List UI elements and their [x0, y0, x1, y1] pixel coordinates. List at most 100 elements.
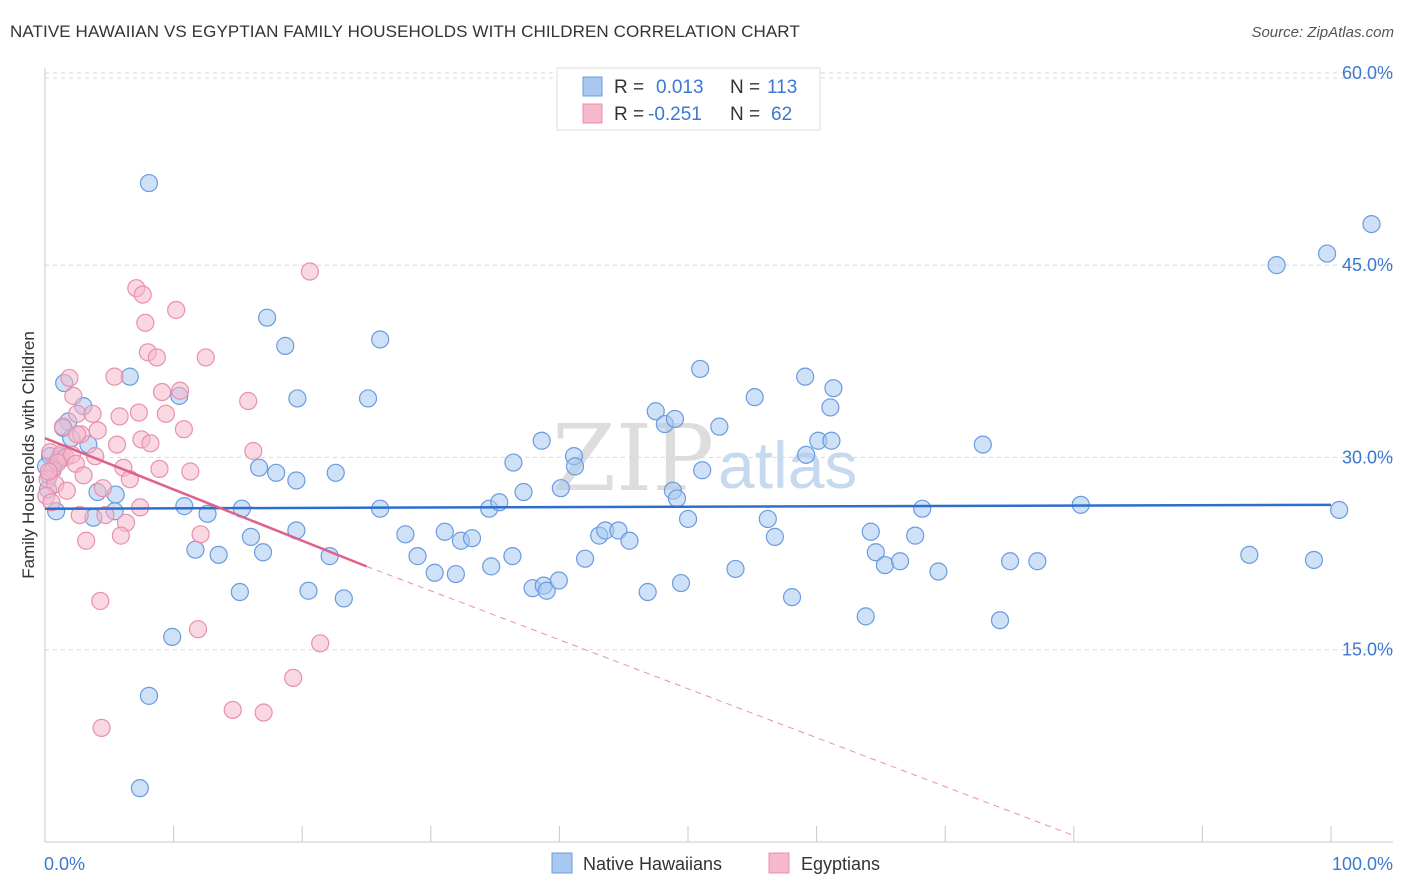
point-native-hawaiians [1304, 550, 1324, 570]
point-native-hawaiians [821, 398, 840, 417]
point-native-hawaiians [797, 445, 816, 464]
point-egyptians [167, 300, 186, 320]
point-native-hawaiians [446, 564, 465, 584]
point-native-hawaiians [139, 173, 159, 193]
x-tick-label: 100.0% [1332, 854, 1393, 874]
legend-n-label: N = [730, 77, 760, 98]
trend-lines [44, 437, 1332, 837]
point-native-hawaiians [532, 431, 551, 450]
point-egyptians [133, 285, 152, 304]
point-native-hawaiians [551, 479, 570, 498]
point-egyptians [88, 421, 107, 440]
point-egyptians [191, 525, 210, 544]
point-native-hawaiians [504, 453, 523, 472]
point-native-hawaiians [691, 359, 710, 379]
point-egyptians [188, 620, 208, 639]
point-egyptians [83, 404, 102, 423]
x-tick-label: 0.0% [44, 854, 85, 874]
point-native-hawaiians [1362, 214, 1381, 234]
legend-r-label: R = [614, 104, 644, 125]
point-native-hawaiians [287, 471, 306, 490]
point-native-hawaiians [758, 509, 777, 529]
point-native-hawaiians [824, 379, 843, 398]
point-egyptians [64, 386, 83, 405]
point-native-hawaiians [990, 611, 1010, 630]
point-egyptians [111, 526, 130, 545]
point-native-hawaiians [620, 531, 639, 550]
point-egyptians [136, 313, 155, 332]
point-egyptians [254, 703, 273, 722]
point-native-hawaiians [257, 308, 277, 327]
point-native-hawaiians [665, 409, 685, 429]
series-legend-label-egyptians: Egyptians [801, 854, 880, 874]
point-native-hawaiians [856, 607, 875, 626]
point-native-hawaiians [175, 497, 194, 516]
grid-lines [45, 72, 1393, 651]
point-egyptians [70, 505, 89, 525]
data-points [36, 173, 1381, 798]
point-native-hawaiians [906, 526, 925, 545]
trend-line-egyptians-extension [366, 565, 1074, 837]
point-native-hawaiians [638, 582, 657, 602]
point-native-hawaiians [861, 522, 880, 541]
point-native-hawaiians [765, 527, 784, 546]
point-native-hawaiians [198, 504, 217, 523]
point-native-hawaiians [396, 525, 415, 544]
legend-r-value: 0.013 [656, 77, 704, 98]
series-legend-swatch-egyptians [768, 852, 790, 874]
point-egyptians [174, 420, 193, 439]
point-native-hawaiians [130, 779, 149, 798]
point-native-hawaiians [973, 435, 992, 454]
point-native-hawaiians [358, 389, 378, 408]
point-native-hawaiians [549, 571, 568, 590]
point-native-hawaiians [575, 549, 595, 568]
point-native-hawaiians [1317, 244, 1337, 263]
point-native-hawaiians [671, 573, 691, 593]
point-native-hawaiians [334, 589, 353, 608]
point-native-hawaiians [875, 555, 895, 575]
point-egyptians [74, 466, 93, 485]
point-native-hawaiians [503, 547, 522, 566]
point-native-hawaiians [782, 588, 802, 607]
stats-legend: R = 0.013 N = 113 R = -0.251 N = 62 [556, 67, 821, 131]
point-native-hawaiians [890, 552, 910, 571]
point-egyptians [311, 634, 330, 653]
legend-n-value: 113 [767, 77, 797, 98]
point-native-hawaiians [299, 581, 318, 600]
point-native-hawaiians [693, 461, 712, 480]
point-native-hawaiians [276, 336, 295, 355]
point-native-hawaiians [482, 557, 501, 576]
point-native-hawaiians [241, 527, 261, 546]
point-native-hawaiians [139, 686, 159, 705]
point-egyptians [68, 404, 87, 423]
point-egyptians [150, 459, 169, 479]
point-native-hawaiians [1000, 552, 1020, 571]
point-egyptians [68, 425, 87, 444]
legend-swatch-native-hawaiians [582, 76, 603, 97]
point-egyptians [107, 435, 127, 454]
y-tick-label: 60.0% [1342, 63, 1393, 83]
point-native-hawaiians [678, 509, 698, 529]
point-native-hawaiians [514, 482, 533, 502]
point-egyptians [244, 441, 263, 461]
point-native-hawaiians [1240, 545, 1259, 564]
point-egyptians [53, 417, 73, 436]
trend-line-egyptians [44, 437, 367, 568]
legend-n-label: N = [730, 104, 760, 125]
point-native-hawaiians [1267, 256, 1286, 275]
point-native-hawaiians [537, 581, 556, 600]
series-legend: Native Hawaiians Egyptians [551, 852, 880, 874]
y-tick-label: 30.0% [1342, 447, 1393, 467]
trend-line-native-hawaiians [44, 503, 1332, 510]
point-native-hawaiians [163, 627, 182, 646]
point-egyptians [96, 505, 115, 525]
point-native-hawaiians [425, 563, 444, 582]
point-native-hawaiians [120, 367, 139, 386]
point-native-hawaiians [253, 543, 273, 562]
point-egyptians [147, 348, 166, 367]
x-tick-labels: 0.0% 100.0% [44, 854, 1393, 874]
point-native-hawaiians [249, 458, 269, 477]
point-egyptians [110, 407, 129, 426]
point-native-hawaiians [822, 431, 841, 450]
point-native-hawaiians [435, 522, 454, 541]
